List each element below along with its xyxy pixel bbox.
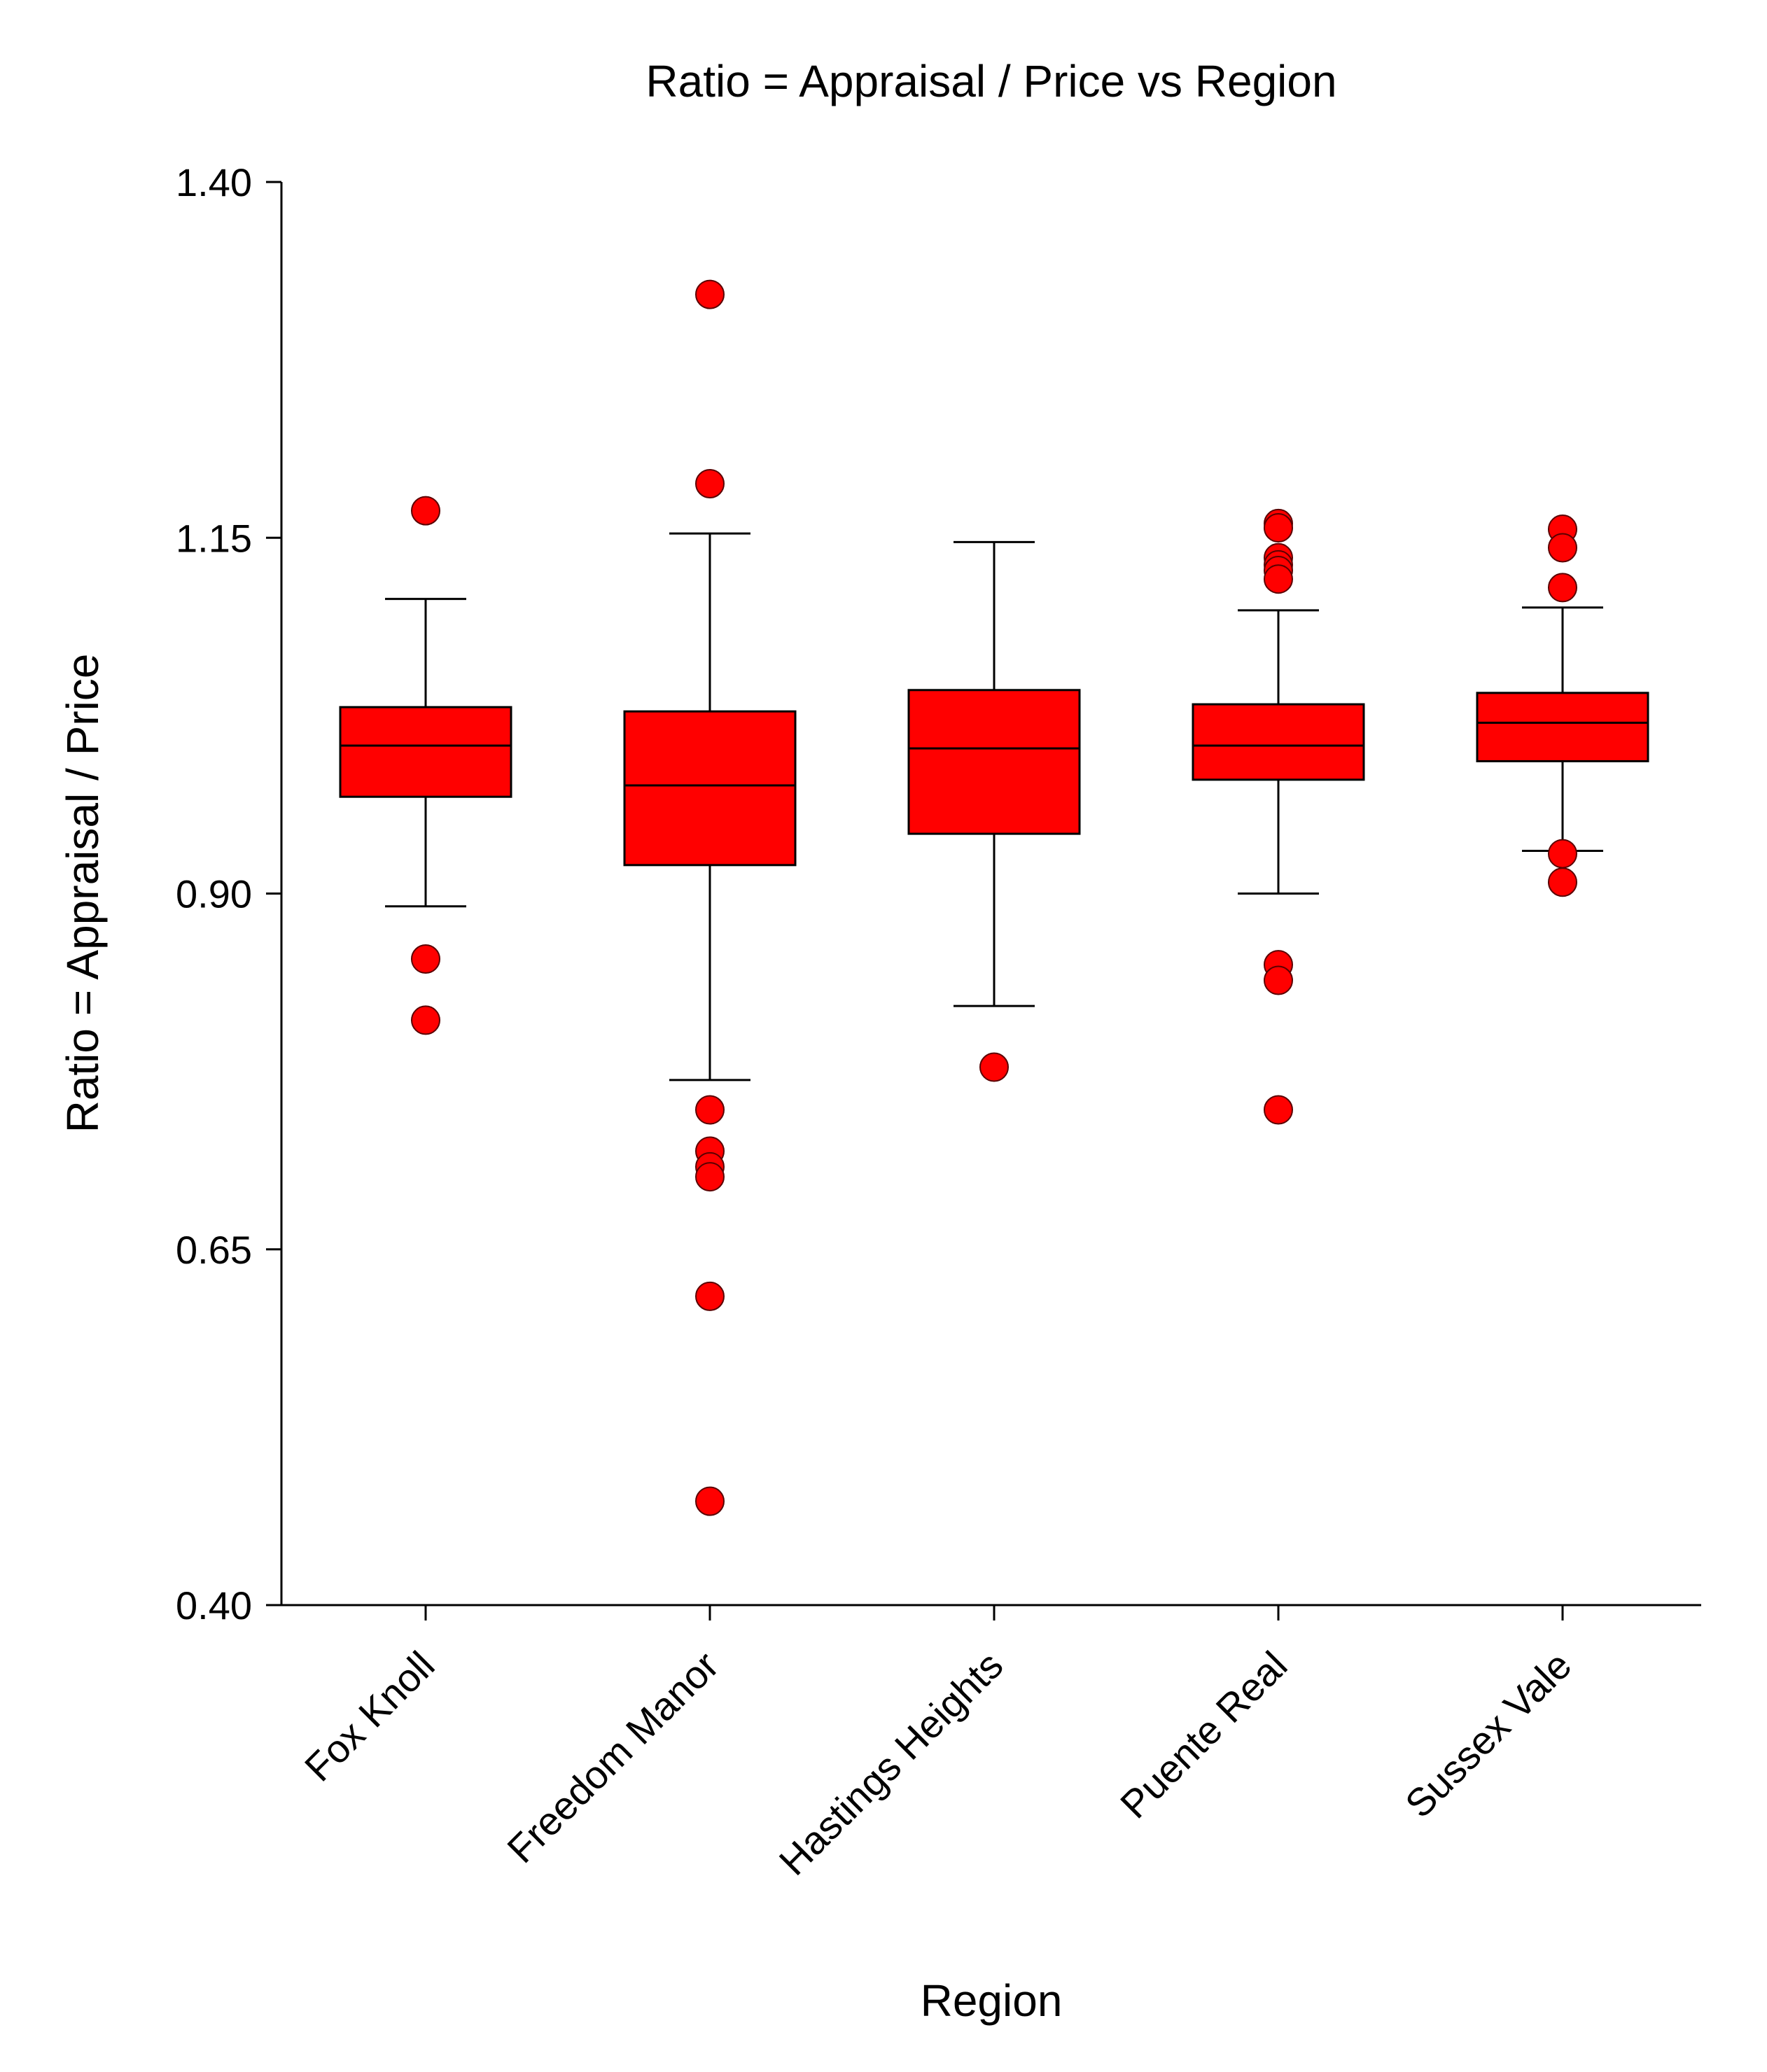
outlier-point [1264, 1095, 1293, 1125]
outlier-point [1264, 513, 1293, 543]
outlier-point [1548, 867, 1577, 897]
x-axis-title: Region [921, 1975, 1063, 2026]
y-tick-label: 0.40 [176, 1583, 252, 1628]
outlier-point [1548, 533, 1577, 563]
outlier-point [1548, 573, 1577, 603]
outlier-point [695, 1162, 725, 1192]
x-tick-label: Hastings Heights [771, 1643, 1012, 1884]
y-tick-label: 0.65 [176, 1228, 252, 1272]
chart-title: Ratio = Appraisal / Price vs Region [645, 56, 1336, 106]
box-iqr [907, 689, 1081, 835]
outlier-point [695, 1281, 725, 1311]
box-iqr [339, 706, 512, 798]
x-tick-label: Fox Knoll [296, 1643, 443, 1790]
outlier-point [1548, 839, 1577, 869]
plot-area: 0.40 0.65 0.90 1.15 1.40 Fox Knoll Freedom Man… [176, 160, 1701, 1884]
outlier-point [695, 468, 725, 498]
x-tick-label: Freedom Manor [498, 1643, 727, 1871]
box-iqr [1476, 692, 1649, 762]
outlier-point [411, 496, 440, 526]
outlier-point [1264, 965, 1293, 995]
outlier-point [411, 944, 440, 974]
outlier-point [695, 279, 725, 309]
outlier-point [979, 1052, 1009, 1082]
outlier-point [695, 1486, 725, 1516]
y-axis-title: Ratio = Appraisal / Price [57, 654, 108, 1133]
box-iqr [623, 710, 797, 867]
y-tick-label: 1.15 [176, 516, 252, 560]
outlier-point [1264, 564, 1293, 594]
y-tick-label: 0.90 [176, 872, 252, 916]
x-tick-label: Puente Real [1112, 1643, 1295, 1826]
box-iqr [1192, 703, 1365, 781]
y-tick-label: 1.40 [176, 160, 252, 204]
outlier-point [411, 1005, 440, 1035]
outlier-point [695, 1095, 725, 1125]
x-tick-label: Sussex Vale [1397, 1643, 1580, 1826]
